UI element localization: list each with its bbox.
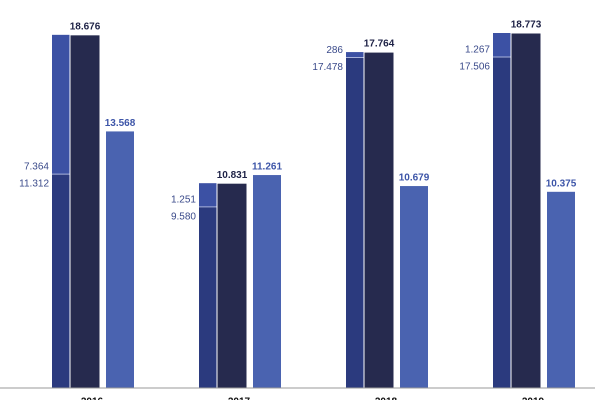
bar xyxy=(253,175,281,388)
segment-label: 1.251 xyxy=(171,194,196,205)
x-tick-label: 2018 xyxy=(375,397,398,400)
stack-segment xyxy=(199,183,221,207)
stack-segment xyxy=(493,56,515,389)
bar xyxy=(69,34,101,389)
segment-label: 11.312 xyxy=(19,179,49,190)
value-label: 10.831 xyxy=(217,170,248,181)
value-label: 10.679 xyxy=(399,173,430,184)
segment-label: 17.506 xyxy=(459,62,490,73)
stack-segment xyxy=(346,52,368,58)
x-tick-label: 2019 xyxy=(522,397,545,400)
stack-segment xyxy=(493,33,515,57)
segment-label: 1.267 xyxy=(465,45,490,56)
value-label: 18.676 xyxy=(70,21,101,32)
segment-label: 286 xyxy=(326,45,343,56)
bar xyxy=(106,131,134,389)
bar xyxy=(400,186,428,388)
value-label: 13.568 xyxy=(105,118,136,129)
bar xyxy=(510,32,542,389)
x-tick-label: 2017 xyxy=(228,397,251,400)
bar xyxy=(547,191,575,388)
stack-segment xyxy=(52,34,74,175)
segment-label: 9.580 xyxy=(171,211,196,222)
stack-segment xyxy=(199,206,221,388)
stack-segment xyxy=(52,174,74,388)
value-label: 10.375 xyxy=(546,178,577,189)
segment-label: 7.364 xyxy=(24,162,49,173)
bar xyxy=(363,51,395,389)
value-label: 18.773 xyxy=(511,20,542,31)
segment-label: 17.478 xyxy=(312,62,343,73)
value-label: 17.764 xyxy=(364,39,395,50)
bar xyxy=(216,182,248,389)
x-tick-label: 2016 xyxy=(81,397,104,400)
stack-segment xyxy=(346,57,368,389)
value-label: 11.261 xyxy=(252,162,282,173)
